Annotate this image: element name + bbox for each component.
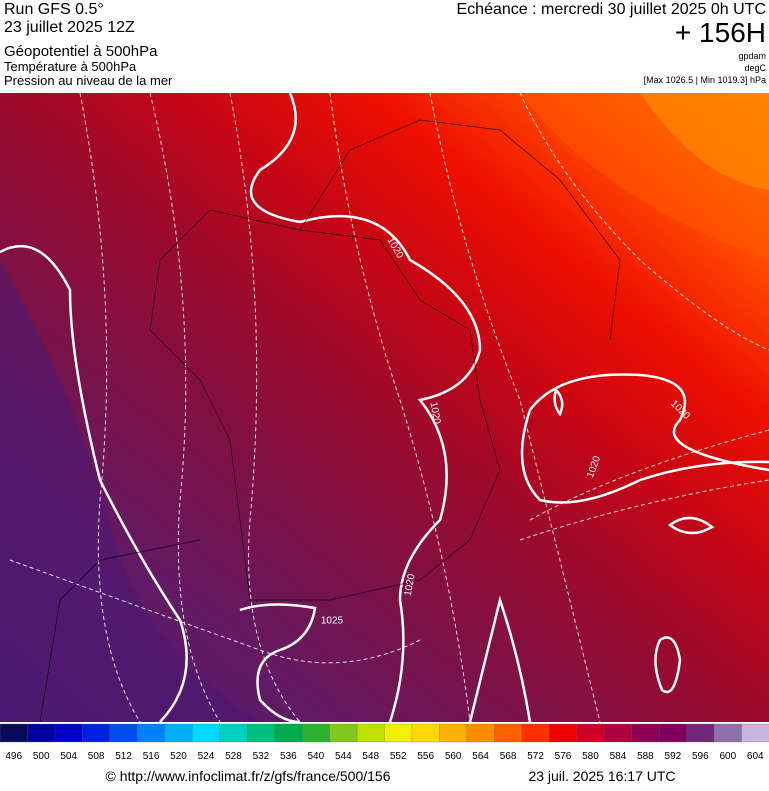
unit: gpdam <box>738 51 766 61</box>
colorbar-swatch <box>741 723 769 743</box>
colorbar-label: 524 <box>198 751 215 762</box>
colorbar-swatch <box>576 723 605 743</box>
colorbar-swatch <box>411 723 441 743</box>
offset: + 156H <box>675 17 766 48</box>
colorbar-label: 588 <box>637 751 654 762</box>
colorbar-swatch <box>604 723 633 743</box>
colorbar-swatch <box>82 723 111 743</box>
footer-url: © http://www.infoclimat.fr/z/gfs/france/… <box>106 768 391 784</box>
colorbar-swatch <box>521 723 550 743</box>
footer-timestamp: 23 juil. 2025 16:17 UTC <box>528 768 675 784</box>
colorbar-swatch <box>0 723 29 743</box>
run-date: 23 juillet 2025 12Z <box>4 19 135 36</box>
colorbar-label: 580 <box>582 751 599 762</box>
colorbar-swatch <box>219 723 248 743</box>
colorbar-swatch <box>384 723 413 743</box>
field-label: Température à 500hPa <box>4 59 137 74</box>
colorbar-swatch <box>549 723 578 743</box>
colorbar-label: 520 <box>170 751 187 762</box>
colorbar-label: 596 <box>692 751 709 762</box>
colorbar-swatch <box>658 723 688 743</box>
colorbar-label: 504 <box>60 751 77 762</box>
colorbar-label: 528 <box>225 751 242 762</box>
colorbar-swatch <box>329 723 358 743</box>
colorbar-swatch <box>137 723 166 743</box>
colorbar-label: 508 <box>88 751 105 762</box>
pressure-range: [Max 1026.5 | Min 1019.3] hPa <box>644 75 766 85</box>
colorbar-label: 568 <box>500 751 517 762</box>
run-title: Run GFS 0.5° <box>4 1 104 18</box>
field-label: Pression au niveau de la mer <box>4 73 173 88</box>
colorbar-label: 532 <box>253 751 270 762</box>
colorbar-label: 512 <box>115 751 132 762</box>
colorbar-label: 556 <box>417 751 434 762</box>
colorbar-swatch <box>54 723 84 743</box>
colorbar-swatch <box>494 723 523 743</box>
colorbar-label: 496 <box>5 751 22 762</box>
colorbar-swatch <box>356 723 386 743</box>
colorbar-label: 544 <box>335 751 352 762</box>
colorbar-label: 560 <box>445 751 462 762</box>
colorbar-label: 536 <box>280 751 297 762</box>
contour-label: 1020 <box>403 573 418 597</box>
colorbar-swatch <box>247 723 276 743</box>
colorbar-swatch <box>439 723 468 743</box>
colorbar-swatch <box>109 723 138 743</box>
colorbar-label: 584 <box>610 751 627 762</box>
colorbar-label: 604 <box>747 751 764 762</box>
colorbar-swatch <box>192 723 221 743</box>
colorbar-swatch <box>274 723 303 743</box>
colorbar-label: 540 <box>307 751 324 762</box>
colorbar-swatch <box>686 723 715 743</box>
colorbar-swatch <box>631 723 660 743</box>
colorbar-label: 548 <box>362 751 379 762</box>
colorbar-label: 576 <box>555 751 572 762</box>
colorbar-label: 572 <box>527 751 544 762</box>
colorbar-label: 500 <box>33 751 50 762</box>
colorbar-swatch <box>164 723 193 743</box>
contour-label: 1020 <box>428 401 443 425</box>
map: 1020 1020 1020 1020 1020 1025 <box>0 92 769 724</box>
colorbar-label: 592 <box>665 751 682 762</box>
colorbar-swatch <box>466 723 496 743</box>
colorbar-label: 516 <box>143 751 160 762</box>
colorbar-swatch <box>301 723 331 743</box>
colorbar-label: 564 <box>472 751 489 762</box>
colorbar-label: 600 <box>719 751 736 762</box>
contour-label: 1025 <box>321 616 344 627</box>
colorbar-swatch <box>27 723 56 743</box>
echeance: Echéance : mercredi 30 juillet 2025 0h U… <box>457 1 767 18</box>
unit: degC <box>744 63 766 73</box>
colorbar-swatch <box>713 723 743 743</box>
colorbar: 496 500 504 508 512 516 520 524 528 532 536 540 544 5… <box>0 723 769 762</box>
colorbar-label: 552 <box>390 751 407 762</box>
field-label: Géopotentiel à 500hPa <box>4 43 158 60</box>
